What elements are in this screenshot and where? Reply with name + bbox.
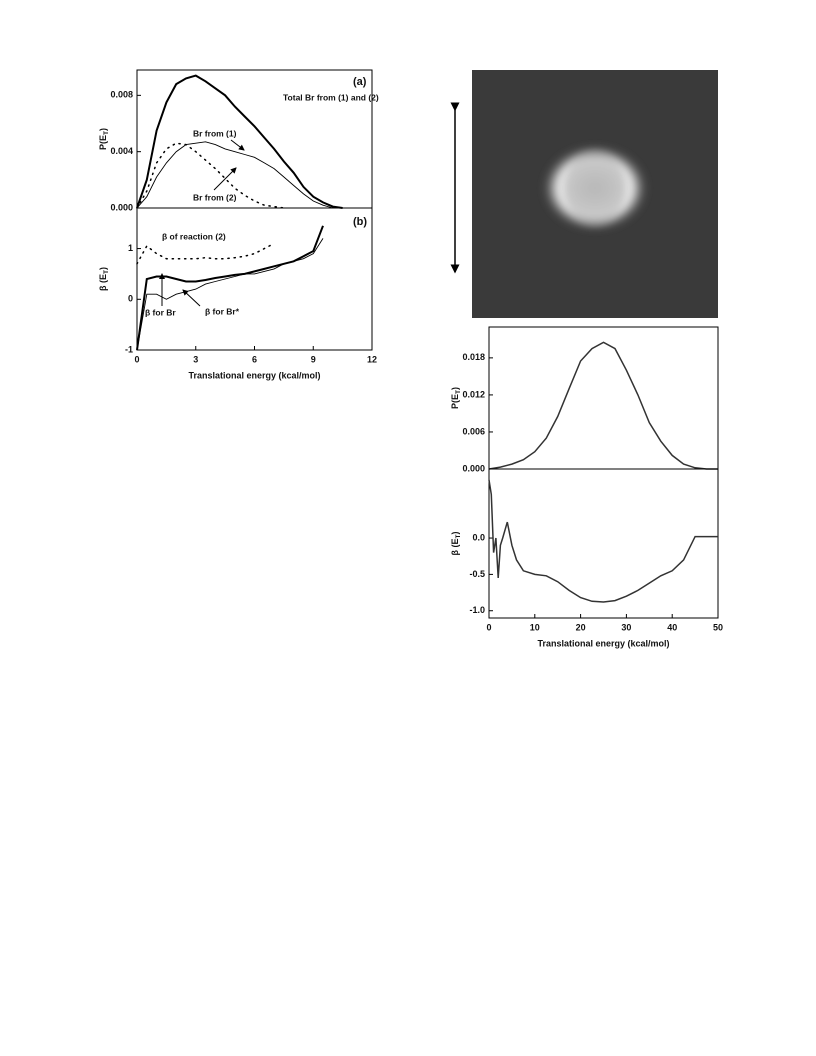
y-axis-label-part: β (E [98, 274, 108, 291]
y-tick-label: -0.5 [469, 569, 485, 579]
y-tick-label: -1 [125, 344, 133, 354]
y-tick-label: 0.000 [462, 463, 485, 473]
series-line [136, 74, 343, 209]
x-axis-label: Translational energy (kcal/mol) [188, 370, 320, 380]
arrow [182, 289, 201, 307]
x-tick-label: 50 [713, 622, 723, 632]
y-axis-label-part: P(E [98, 135, 108, 150]
y-axis-label-part: ) [98, 128, 108, 131]
y-tick-label: 1 [128, 243, 133, 253]
series-line [136, 141, 333, 209]
annotation-arrows [159, 139, 245, 307]
x-tick-label: 20 [576, 622, 586, 632]
x-tick-label: 12 [367, 354, 377, 364]
y-tick-label: 0.012 [462, 389, 485, 399]
y-tick-label: 0.000 [110, 202, 133, 212]
y-axis-label-part: β (E [450, 538, 460, 555]
series-line [488, 479, 718, 603]
x-tick-label: 10 [530, 622, 540, 632]
y-axis-label: P(ET) [450, 387, 461, 409]
panel-label: (b) [353, 216, 367, 228]
series-annotation: Br from (2) [193, 192, 237, 202]
series-annotation: Br from (1) [193, 128, 237, 138]
y-axis-label-part: ) [450, 532, 460, 535]
image-panel [472, 70, 718, 318]
x-tick-label: 30 [621, 622, 631, 632]
plot-frame [488, 326, 719, 470]
y-tick-label: 0.006 [462, 426, 485, 436]
x-tick-label: 6 [252, 354, 257, 364]
arrow [230, 139, 245, 151]
x-tick-label: 3 [193, 354, 198, 364]
y-axis-label-part: T [103, 131, 110, 135]
series-line [136, 142, 285, 209]
series-line [136, 238, 324, 351]
x-tick-label: 9 [311, 354, 316, 364]
y-axis-label-part: ) [98, 267, 108, 270]
y-axis-label-part: P(E [450, 394, 460, 409]
y-axis-label-part: T [455, 390, 462, 394]
series-line [136, 242, 275, 265]
series-annotation: Total Br from (1) and (2) [283, 92, 379, 102]
y-axis-label: β (ET) [450, 532, 461, 556]
y-axis-label-part: ) [450, 387, 460, 390]
series-annotation: β for Br [145, 307, 176, 317]
panel-label: (a) [353, 76, 367, 88]
x-tick-label: 40 [667, 622, 677, 632]
y-tick-label: 0.0 [472, 532, 485, 542]
image-center [565, 150, 625, 226]
y-axis-label: P(ET) [98, 128, 109, 150]
y-axis-label-part: T [103, 270, 110, 274]
series-annotation: β of reaction (2) [162, 231, 226, 241]
arrow [213, 167, 237, 191]
x-axis-label: Translational energy (kcal/mol) [537, 638, 669, 648]
x-tick-label: 0 [134, 354, 139, 364]
series-line [136, 225, 324, 351]
series-line [488, 341, 718, 470]
plot-frame [488, 468, 719, 619]
y-tick-label: 0 [128, 294, 133, 304]
y-tick-label: 0.008 [110, 90, 133, 100]
y-tick-label: 0.018 [462, 352, 485, 362]
series-annotation: β for Br* [205, 306, 240, 316]
y-axis-label: β (ET) [98, 267, 109, 291]
x-tick-label: 0 [486, 622, 491, 632]
y-tick-label: -1.0 [469, 605, 485, 615]
y-axis-label-part: T [455, 534, 462, 538]
y-tick-label: 0.004 [110, 146, 133, 156]
